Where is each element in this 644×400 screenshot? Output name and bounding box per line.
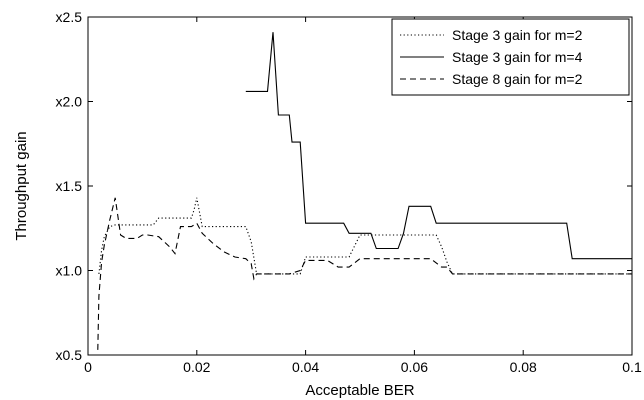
legend: Stage 3 gain for m=2 Stage 3 gain for m=4… (391, 18, 630, 96)
x-tick-label: 0.04 (292, 359, 319, 375)
x-axis-label: Acceptable BER (305, 382, 414, 399)
y-tick-label: x0.5 (56, 347, 83, 363)
y-tick-label: x2.5 (56, 9, 83, 25)
y-tick-label: x2.0 (56, 94, 83, 110)
series-line-2 (245, 32, 632, 260)
y-tick-label: x1.0 (56, 263, 83, 279)
legend-label-1: Stage 3 gain for m=2 (452, 27, 583, 43)
series-line-1 (98, 197, 632, 275)
legend-label-2: Stage 3 gain for m=4 (452, 49, 583, 65)
y-axis: x0.5 x1.0 x1.5 x2.0 x2.5 (56, 9, 632, 363)
series-group (97, 32, 632, 350)
x-tick-label: 0.02 (183, 359, 210, 375)
x-axis: 0 0.02 0.04 0.06 0.08 0.1 (84, 17, 642, 375)
x-tick-label: 0.08 (510, 359, 537, 375)
x-tick-label: 0.06 (401, 359, 428, 375)
y-tick-label: x1.5 (56, 178, 83, 194)
y-axis-label: Throughput gain (13, 131, 30, 240)
x-tick-label: 0.1 (622, 359, 642, 375)
x-tick-label: 0 (84, 359, 92, 375)
legend-label-3: Stage 8 gain for m=2 (452, 71, 583, 87)
